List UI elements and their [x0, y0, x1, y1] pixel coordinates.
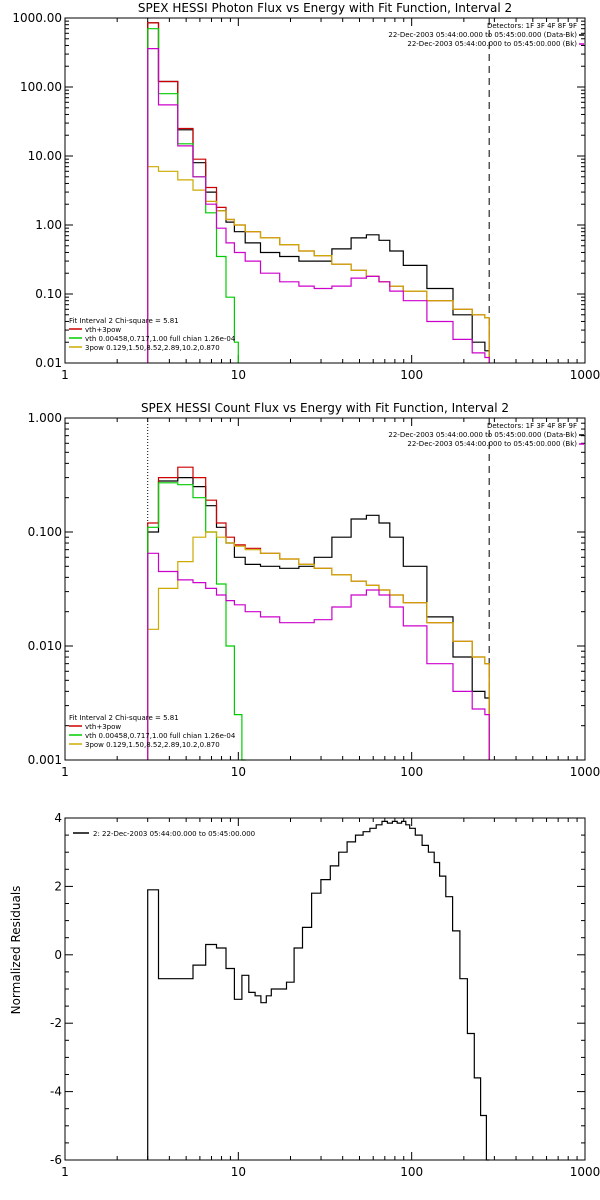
count-flux-series-0-line [147, 477, 490, 760]
residuals-plot-frame [64, 817, 586, 1161]
photon-flux-fit-legend-entry: 3pow 0.129,1.50,8.52,2.89,10.2,0.870 [85, 344, 220, 352]
photon-flux-y-tick-label: 10.00 [28, 149, 62, 163]
residuals-y-tick-label: 0 [54, 948, 62, 962]
photon-flux-fit-legend-entry: vth+3pow [85, 326, 121, 334]
count-flux-fit-legend-entry: vth 0.00458,0.717,1.00 full chian 1.26e-… [85, 732, 236, 740]
photon-flux-x-tick-label: 10 [231, 368, 246, 382]
count-flux-panel: SPEX HESSI Count Flux vs Energy with Fit… [28, 401, 600, 779]
count-flux-series-4-line [147, 552, 490, 760]
count-flux-legend-top-entry: Detectors: 1F 3F 4F 8F 9F [487, 422, 577, 430]
count-flux-y-tick-label: 0.001 [28, 753, 62, 767]
residuals-x-tick-label: 1000 [570, 1165, 600, 1179]
photon-flux-series-2-line [147, 28, 239, 363]
photon-flux-series-0-line [147, 22, 490, 363]
count-flux-fit-legend-entry: vth+3pow [85, 723, 121, 731]
count-flux-fit-legend-entry: Fit Interval 2 Chi-square = 5.81 [69, 714, 179, 722]
photon-flux-y-tick-label: 100.00 [20, 80, 62, 94]
residuals-y-tick-label: -2 [50, 1016, 62, 1030]
count-flux-x-tick-label: 1 [61, 765, 69, 779]
photon-flux-x-tick-label: 1000 [570, 368, 600, 382]
count-flux-series-3-line [147, 531, 490, 760]
residuals-series-0-line [147, 820, 490, 1161]
count-flux-legend-top-entry: 22-Dec-2003 05:44:00.000 to 05:45:00.000… [388, 431, 577, 439]
count-flux-y-tick-label: 0.010 [28, 639, 62, 653]
count-flux-title: SPEX HESSI Count Flux vs Energy with Fit… [141, 401, 509, 415]
photon-flux-panel: SPEX HESSI Photon Flux vs Energy with Fi… [12, 1, 600, 382]
photon-flux-fit-legend-entry: vth 0.00458,0.717,1.00 full chian 1.26e-… [85, 335, 236, 343]
residuals-x-tick-label: 100 [400, 1165, 423, 1179]
residuals-y-tick-label: -6 [50, 1153, 62, 1167]
residuals-y-tick-label: -4 [50, 1085, 62, 1099]
photon-flux-x-tick-label: 1 [61, 368, 69, 382]
photon-flux-legend-top-entry: 22-Dec-2003 05:44:00.000 to 05:45:00.000… [407, 40, 577, 48]
photon-flux-y-tick-label: 0.10 [35, 287, 62, 301]
count-flux-plot-frame [64, 417, 586, 761]
count-flux-x-tick-label: 1000 [570, 765, 600, 779]
photon-flux-legend-top-entry: Detectors: 1F 3F 4F 8F 9F [487, 22, 577, 30]
photon-flux-series-1-line [147, 22, 490, 363]
photon-flux-title: SPEX HESSI Photon Flux vs Energy with Fi… [138, 1, 512, 15]
photon-flux-fit-legend-entry: Fit Interval 2 Chi-square = 5.81 [69, 317, 179, 325]
residuals-y-tick-label: 2 [54, 879, 62, 893]
count-flux-fit-legend-entry: 3pow 0.129,1.50,8.52,2.89,10.2,0.870 [85, 741, 220, 749]
count-flux-series-1-line [147, 466, 490, 760]
photon-flux-legend-top-entry: 22-Dec-2003 05:44:00.000 to 05:45:00.000… [388, 31, 577, 39]
count-flux-x-tick-label: 100 [400, 765, 423, 779]
residuals-panel: Normalized Residuals 1 10 100 1000 -6 -4 -2 0 2 4… [9, 811, 600, 1179]
photon-flux-series-3-line [147, 166, 490, 363]
photon-flux-y-tick-label: 0.01 [35, 356, 62, 370]
residuals-x-tick-label: 10 [231, 1165, 246, 1179]
residuals-y-axis-label: Normalized Residuals [9, 886, 23, 1015]
count-flux-y-tick-label: 0.100 [28, 525, 62, 539]
photon-flux-x-tick-label: 100 [400, 368, 423, 382]
photon-flux-y-tick-label: 1000.00 [12, 11, 62, 25]
photon-flux-y-tick-label: 1.00 [35, 218, 62, 232]
count-flux-x-tick-label: 10 [231, 765, 246, 779]
count-flux-y-tick-label: 1.000 [28, 411, 62, 425]
count-flux-legend-top-entry: 22-Dec-2003 05:44:00.000 to 05:45:00.000… [407, 440, 577, 448]
residuals-x-tick-label: 1 [61, 1165, 69, 1179]
residuals-y-tick-label: 4 [54, 811, 62, 825]
photon-flux-series-4-line [147, 48, 490, 363]
photon-flux-plot-frame [64, 17, 586, 364]
residuals-legend-top-entry: 2: 22-Dec-2003 05:44:00.000 to 05:45:00.… [93, 830, 255, 838]
